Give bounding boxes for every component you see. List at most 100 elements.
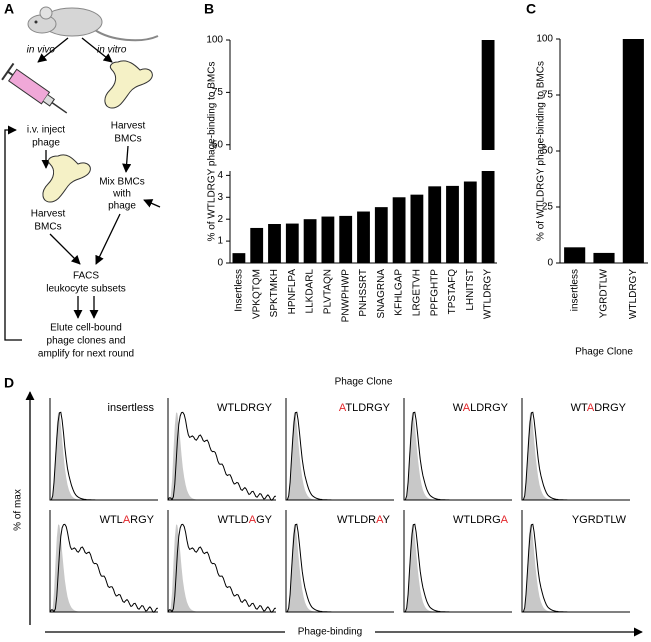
y-tick-label: 25: [542, 202, 554, 213]
x-tick-label: SNAGRNA: [376, 269, 387, 319]
step-text: leukocyte subsets: [46, 284, 126, 295]
x-tick-label: PNWPHWP: [340, 269, 351, 323]
label-part: A: [587, 402, 595, 414]
label-part: LDRGY: [470, 402, 509, 414]
panel-label: A: [4, 1, 14, 17]
panel-label: B: [204, 1, 214, 17]
control-histogram: [286, 524, 394, 612]
x-tick-label: PLVTAQN: [323, 269, 334, 314]
bar-segment: [622, 39, 644, 263]
control-histogram: [522, 524, 630, 612]
bar: [321, 216, 335, 263]
bar-segment: [481, 171, 495, 263]
label-part: A: [339, 402, 347, 414]
x-tick-label: Insertless: [234, 269, 245, 312]
bar: [564, 247, 586, 263]
bar-segment: [232, 253, 246, 263]
bar-segment: [446, 185, 459, 263]
histogram-label: WTLDRAY: [337, 514, 391, 526]
control-histogram: [522, 412, 630, 500]
control-histogram: [168, 412, 276, 500]
label-part: W: [453, 402, 464, 414]
label-part: TLDRGY: [345, 402, 390, 414]
x-tick-label: WTLDRGY: [628, 269, 639, 319]
label-part: A: [376, 514, 384, 526]
syringe-icon: [1, 62, 68, 114]
x-tick-label: WTLDRGY: [483, 269, 494, 319]
histogram-label: ATLDRGY: [339, 402, 391, 414]
bar: [463, 181, 477, 263]
bar-segment: [268, 224, 281, 263]
bar-segment: [303, 219, 317, 263]
x-tick-label: HPNFLPA: [287, 269, 298, 315]
bar-segment: [339, 215, 353, 263]
bar: [268, 224, 281, 263]
y-tick-label: 1: [217, 236, 223, 247]
label-part: insertless: [108, 402, 155, 414]
histogram-label: WTLDRGA: [453, 514, 509, 526]
histogram-label: WALDRGY: [453, 402, 509, 414]
x-tick-label: LRGETVH: [412, 269, 423, 316]
x-tick-label: KFHLGAP: [394, 269, 405, 316]
x-tick-label: insertless: [569, 269, 580, 311]
histogram-label: WTLDRGY: [217, 402, 273, 414]
bar: [593, 252, 615, 263]
x-tick-label: PNHSSRT: [358, 269, 369, 317]
bar-segment: [392, 197, 406, 263]
test-histogram: [167, 411, 277, 501]
bar-segment: [564, 247, 586, 263]
control-histogram: [168, 524, 276, 612]
y-tick-label: 0: [547, 258, 553, 269]
arrow: [49, 233, 81, 265]
bar-segment: [285, 223, 299, 263]
in-vitro-label: in vitro: [97, 45, 127, 56]
y-axis-label: % of WTLDRGY phage-binding to BMCs: [536, 61, 547, 241]
bar: [285, 223, 299, 263]
bar-segment: [321, 216, 335, 263]
bone-icon: [42, 154, 91, 203]
label-part: WTLDRGY: [217, 402, 273, 414]
control-histogram: [50, 412, 158, 500]
y-axis-label: % of WTLDRGY phage-binding to BMCs: [207, 62, 218, 242]
control-histogram: [404, 412, 512, 500]
step-text: FACS: [73, 271, 99, 282]
panel-label: C: [526, 1, 536, 17]
step-text: Mix BMCs: [99, 177, 145, 188]
bar-segment: [410, 194, 424, 263]
arrow: [122, 145, 132, 173]
step-text: amplify for next round: [38, 349, 134, 360]
bar: [232, 253, 246, 263]
control-histogram: [50, 524, 158, 612]
label-part: A: [123, 514, 131, 526]
step-text: Harvest: [31, 209, 66, 220]
label-part: GY: [256, 514, 273, 526]
panel-label: D: [4, 375, 14, 391]
in-vivo-label: in vivo: [27, 45, 56, 56]
y-tick-label: 75: [212, 87, 224, 98]
panel-axes: [403, 510, 512, 613]
arrow: [37, 37, 69, 63]
label-part: WTL: [100, 514, 123, 526]
bar: [392, 197, 406, 263]
x-tick-label: LLKDARL: [305, 269, 316, 314]
label-part: RGY: [130, 514, 155, 526]
panel-axes: [521, 398, 630, 501]
test-histogram: [167, 523, 277, 613]
bar-segment: [374, 207, 388, 263]
panel-axes: [521, 510, 630, 613]
mouse-icon: [27, 6, 159, 42]
feedback-arrow: [4, 125, 22, 341]
panel-axes: [49, 510, 158, 613]
panel-axes: [403, 398, 512, 501]
x-axis-label: Phage Clone: [335, 377, 393, 388]
panel-axes: [167, 510, 276, 613]
panel-axes: [285, 510, 394, 613]
x-tick-label: SPKTMKH: [269, 269, 280, 317]
test-histogram: [49, 523, 159, 613]
step-text: phage: [32, 138, 60, 149]
y-tick-label: 0: [217, 258, 223, 269]
bar: [339, 215, 353, 263]
bar: [481, 40, 495, 263]
x-tick-label: PPFGHTP: [429, 269, 440, 317]
bar: [357, 211, 370, 263]
